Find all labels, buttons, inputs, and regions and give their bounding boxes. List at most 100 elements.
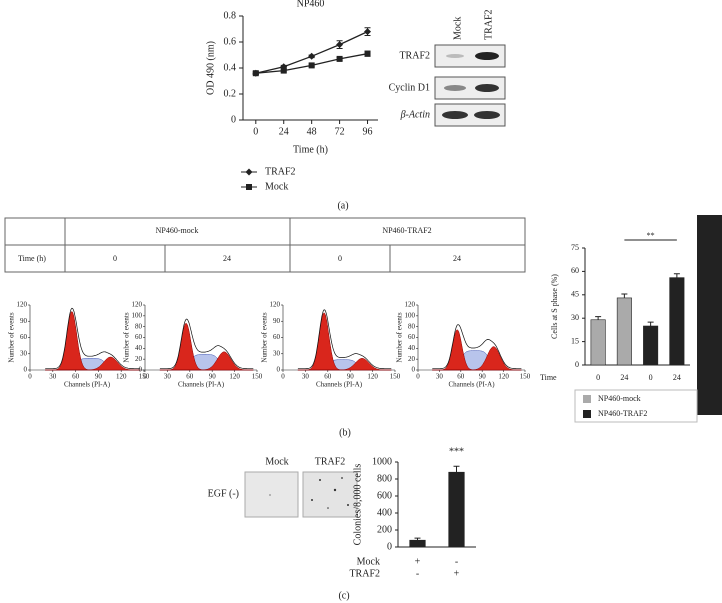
y-tick-label: 40: [408, 344, 416, 352]
x-tick-label: 90: [209, 373, 217, 381]
x-tick-label: 0: [416, 373, 420, 381]
x-tick-label: 150: [520, 373, 531, 381]
x-tick-label: 60: [72, 373, 80, 381]
blot: [434, 44, 506, 127]
x-tick-label: 0: [649, 373, 653, 382]
dot: [341, 477, 343, 479]
y-tick-label: 80: [135, 322, 143, 330]
x-tick-label: 0: [596, 373, 600, 382]
x-axis-label: Channels (PI-A): [64, 381, 111, 389]
y-tick-label: 0: [24, 366, 28, 374]
error-bar: [453, 465, 460, 473]
x-tick-label: 150: [390, 373, 401, 381]
marker: [280, 67, 287, 74]
y-axis-label: Number of events: [8, 312, 16, 362]
band: [474, 111, 500, 119]
y-tick-label: 120: [270, 301, 281, 309]
dot: [347, 504, 349, 506]
y-tick-label: 800: [377, 473, 392, 484]
y-axis-label: Colonies/8,000 cells: [352, 464, 363, 546]
table-group: NP460-TRAF2: [382, 226, 431, 235]
y-tick-label: 120: [132, 301, 143, 309]
condition-label: Mock: [357, 556, 380, 567]
colony-image: [302, 471, 358, 518]
table-group: NP460-mock: [156, 226, 199, 235]
blot-strip: [434, 44, 506, 68]
x-tick-label: 90: [95, 373, 103, 381]
y-tick-label: 90: [273, 317, 281, 325]
y-tick-label: 60: [408, 333, 416, 341]
x-tick-label: 0: [143, 373, 147, 381]
significance: ***: [449, 446, 464, 457]
marker: [246, 184, 252, 190]
error-bar: [595, 316, 602, 320]
y-tick-label: 20: [408, 355, 416, 363]
table-grid: [4, 217, 526, 273]
x-tick-label: 30: [436, 373, 444, 381]
y-tick-label: 60: [571, 266, 579, 275]
y-tick-label: 40: [135, 344, 143, 352]
y-tick-label: 0.8: [224, 10, 237, 21]
g2-peak: [45, 356, 141, 371]
image-row-label: EGF (-): [208, 488, 239, 499]
y-tick-label: 0: [231, 114, 236, 125]
y-axis-label: Number of events: [396, 312, 404, 362]
dot: [319, 479, 321, 481]
blot-row-label: TRAF2: [399, 50, 430, 61]
y-tick-label: 30: [273, 349, 281, 357]
colony-image: [244, 471, 299, 518]
y-tick-label: 0: [575, 360, 579, 369]
y-tick-label: 15: [571, 336, 579, 345]
condition-mark: +: [415, 556, 421, 567]
y-axis-label: Cells at S phase (%): [550, 274, 559, 339]
colony-dots: [269, 477, 349, 509]
lane-label: Mock: [452, 17, 463, 40]
y-tick-label: 600: [377, 490, 392, 501]
dot: [269, 494, 271, 496]
error-bar: [647, 321, 654, 326]
y-tick-label: 1000: [372, 456, 392, 467]
y-tick-label: 60: [273, 333, 281, 341]
y-tick-label: 75: [571, 243, 579, 252]
bar: [409, 539, 426, 548]
x-axis-label: Channels (PI-A): [448, 381, 495, 389]
table-cell: 0: [338, 254, 342, 263]
error-bar: [414, 537, 421, 541]
legend-box: [574, 389, 698, 423]
legend-label: NP460-TRAF2: [598, 409, 647, 418]
legend-label: Mock: [265, 181, 288, 192]
dot: [327, 507, 329, 509]
table-row-label: Time (h): [18, 254, 46, 263]
dot: [333, 488, 337, 492]
y-tick-label: 0: [277, 366, 281, 374]
marker: [245, 168, 253, 176]
x-tick-label: 24: [279, 126, 289, 137]
y-tick-label: 0.4: [224, 62, 237, 73]
side-bar: [697, 215, 722, 415]
y-tick-label: 30: [571, 313, 579, 322]
y-tick-label: 200: [377, 524, 392, 535]
bar: [590, 319, 606, 366]
dot: [311, 499, 313, 501]
y-tick-label: 30: [20, 349, 28, 357]
y-tick-label: 80: [408, 322, 416, 330]
panel-label: (c): [338, 590, 349, 601]
marker: [364, 50, 371, 57]
x-title: Time: [540, 373, 557, 382]
bar: [643, 325, 659, 366]
g2-peak: [432, 346, 522, 371]
x-tick-label: 60: [186, 373, 194, 381]
x-tick-label: 90: [347, 373, 355, 381]
condition-mark: +: [454, 568, 460, 579]
marker: [308, 52, 316, 60]
table-cell: 24: [223, 254, 231, 263]
image-label: TRAF2: [315, 456, 346, 467]
marker: [336, 55, 343, 62]
table-cell: 24: [453, 254, 461, 263]
y-tick-label: 120: [405, 301, 416, 309]
panel-label: (b): [339, 427, 351, 438]
x-tick-label: 30: [49, 373, 57, 381]
y-axis-label: OD 490 (nm): [205, 41, 216, 95]
x-tick-label: 72: [335, 126, 345, 137]
